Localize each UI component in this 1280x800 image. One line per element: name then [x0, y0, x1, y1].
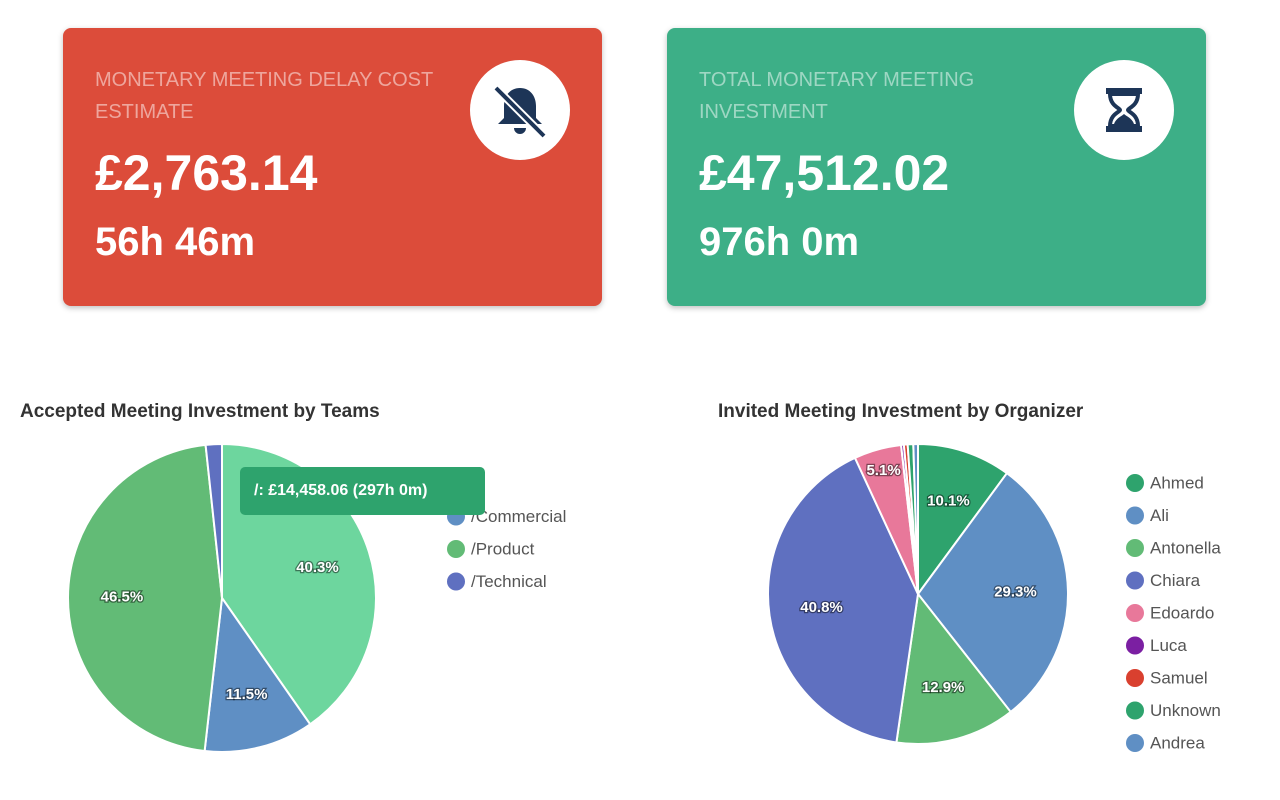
card-title: MONETARY MEETING DELAY COST ESTIMATE — [95, 69, 433, 123]
card-amount: £2,763.14 — [95, 145, 318, 201]
slice-label: 11.5% — [226, 686, 268, 703]
hourglass-icon — [1074, 60, 1174, 160]
legend-swatch — [1126, 506, 1144, 525]
legend-swatch — [1126, 474, 1144, 492]
bell-off-icon — [470, 60, 570, 160]
tooltip: /: £14,458.06 (297h 0m) — [240, 467, 485, 515]
pie-slice — [912, 442, 919, 595]
slice-label: 40.3% — [296, 559, 339, 576]
slice-label: 46.5% — [101, 589, 144, 606]
card-amount: £47,512.02 — [699, 145, 950, 201]
legend-swatch — [1126, 701, 1144, 720]
legend-label: Ahmed — [1150, 473, 1204, 492]
pie-slice — [67, 443, 224, 753]
legend-label: Chiara — [1150, 571, 1201, 590]
pie-slice — [895, 591, 1013, 745]
legend-label: Antonella — [1150, 538, 1221, 557]
legend-label: Andrea — [1150, 733, 1205, 752]
legend-label: /Product — [471, 539, 535, 558]
card-title: TOTAL MONETARY MEETING INVESTMENT — [699, 69, 975, 123]
legend-swatch — [1126, 734, 1144, 752]
pie-slice — [917, 442, 1009, 598]
tooltip-text: /: £14,458.06 (297h 0m) — [254, 482, 427, 499]
pie-slice — [916, 471, 1069, 714]
slice-label: 40.8% — [800, 599, 843, 616]
card-duration: 56h 46m — [95, 220, 256, 264]
legend-swatch — [1126, 669, 1144, 687]
pie-slice — [204, 442, 223, 599]
legend-label: Samuel — [1150, 668, 1208, 687]
legend-swatch — [1126, 539, 1144, 557]
legend-label: Ali — [1150, 506, 1169, 525]
legend-label: Edoardo — [1150, 603, 1214, 622]
charts: Accepted Meeting Investment by Teams 40.3… — [20, 401, 1221, 753]
card-duration: 976h 0m — [699, 220, 860, 264]
delay-cost-card: MONETARY MEETING DELAY COST ESTIMATE £2,… — [63, 28, 602, 306]
legend-swatch — [447, 572, 465, 591]
tooltip-box — [240, 467, 485, 515]
legend-label: Unknown — [1150, 701, 1221, 720]
legend-swatch — [1126, 571, 1144, 590]
slice-label: 12.9% — [922, 679, 965, 696]
slice-label: 10.1% — [927, 492, 970, 509]
legend-label: Luca — [1150, 636, 1187, 655]
chart-title: Accepted Meeting Investment by Teams — [20, 401, 380, 422]
pie-slice — [203, 595, 312, 753]
legend-label: /Commercial — [471, 507, 566, 526]
legend-label: /Technical — [471, 572, 547, 591]
pie-slice — [767, 456, 920, 744]
slice-label: 5.1% — [866, 462, 900, 479]
legend-swatch — [1126, 604, 1144, 622]
legend-swatch — [447, 540, 465, 558]
legend-swatch — [1126, 636, 1144, 655]
total-investment-card: TOTAL MONETARY MEETING INVESTMENT £47,51… — [667, 28, 1206, 306]
slice-label: 29.3% — [994, 583, 1037, 600]
chart-title: Invited Meeting Investment by Organizer — [718, 401, 1084, 422]
